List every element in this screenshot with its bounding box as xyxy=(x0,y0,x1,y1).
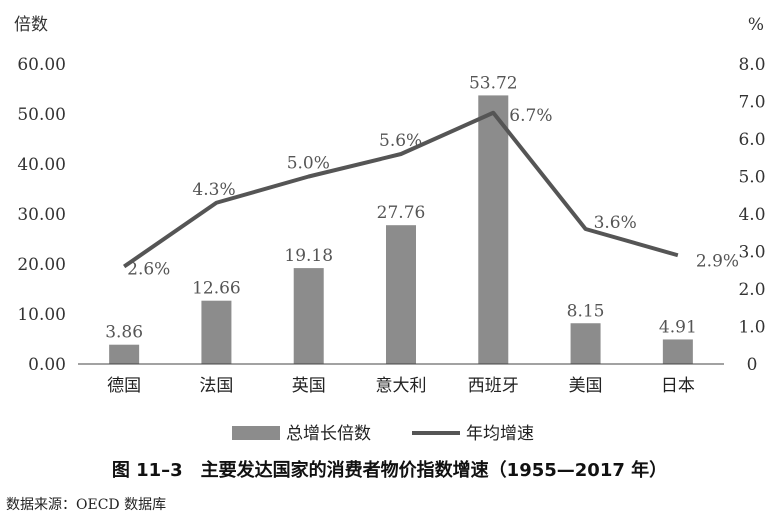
line-value-label: 4.3% xyxy=(192,180,235,200)
x-tick-label: 西班牙 xyxy=(468,376,519,396)
y-right-tick-label: 2.0 xyxy=(738,280,765,300)
legend-bar-swatch xyxy=(232,426,280,440)
bar xyxy=(293,268,324,364)
y-left-tick-label: 30.00 xyxy=(17,205,66,225)
y-left-axis-label: 倍数 xyxy=(14,15,48,35)
y-left-axis-ticks: 0.00 10.00 20.00 30.00 40.00 50.00 60.00 xyxy=(17,55,66,375)
bar-value-label: 19.18 xyxy=(284,246,333,266)
bar xyxy=(570,323,601,364)
line-value-label: 6.7% xyxy=(509,106,552,126)
y-left-tick-label: 20.00 xyxy=(17,255,66,275)
y-right-tick-label: 7.0 xyxy=(738,93,765,113)
bar-value-label: 8.15 xyxy=(567,301,605,321)
y-left-tick-label: 60.00 xyxy=(17,55,66,75)
y-right-tick-label: 4.0 xyxy=(738,205,765,225)
x-tick-label: 英国 xyxy=(292,376,326,396)
bar xyxy=(478,95,509,365)
figure-caption: 图 11–3 主要发达国家的消费者物价指数增速（1955—2017 年） xyxy=(111,460,668,481)
bar xyxy=(386,225,416,364)
y-right-tick-label: 3.0 xyxy=(738,243,765,263)
line-value-label: 2.6% xyxy=(127,260,170,280)
x-tick-label: 法国 xyxy=(199,376,233,396)
bar-value-label: 3.86 xyxy=(105,323,143,343)
legend-bar-label: 总增长倍数 xyxy=(286,424,371,444)
y-right-tick-label: 8.0 xyxy=(738,55,765,75)
y-left-tick-label: 10.00 xyxy=(17,305,66,325)
x-tick-label: 德国 xyxy=(107,376,141,396)
bar xyxy=(109,344,140,364)
y-left-tick-label: 50.00 xyxy=(17,105,66,125)
y-left-tick-label: 0.00 xyxy=(28,355,66,375)
bar xyxy=(201,300,232,364)
line-value-label: 5.0% xyxy=(287,154,330,174)
x-axis-tick-labels: 德国 法国 英国 意大利 西班牙 美国 日本 xyxy=(107,376,695,396)
bar-value-label: 12.66 xyxy=(192,279,241,299)
y-right-axis-label: % xyxy=(748,15,764,35)
x-tick-label: 日本 xyxy=(661,376,695,396)
y-right-tick-label: 1.0 xyxy=(738,318,765,338)
bar-value-label: 27.76 xyxy=(377,203,426,223)
bar-value-label: 4.91 xyxy=(659,317,697,337)
line-data-labels: 2.6% 4.3% 5.0% 5.6% 6.7% 3.6% 2.9% xyxy=(127,106,739,280)
line-value-label: 5.6% xyxy=(379,131,422,151)
bar-data-labels: 3.86 12.66 19.18 27.76 53.72 8.15 4.91 xyxy=(105,73,697,342)
y-left-tick-label: 40.00 xyxy=(17,155,66,175)
x-tick-label: 意大利 xyxy=(376,376,427,396)
legend-line-label: 年均增速 xyxy=(466,424,534,444)
y-right-axis-ticks: 0 1.0 2.0 3.0 4.0 5.0 6.0 7.0 8.0 xyxy=(738,55,765,375)
y-right-tick-label: 5.0 xyxy=(738,168,765,188)
line-value-label: 3.6% xyxy=(594,213,637,233)
bar-series xyxy=(109,95,693,365)
line-series xyxy=(123,110,679,269)
data-source-note: 数据来源：OECD 数据库 xyxy=(6,497,167,513)
combo-chart: 倍数 % 0.0010.0020.0030.0040.0050.0060.00 … xyxy=(14,15,766,444)
bar-value-label: 53.72 xyxy=(469,73,518,93)
y-right-tick-label: 0 xyxy=(747,355,758,375)
line-value-label: 2.9% xyxy=(696,251,739,271)
bar xyxy=(662,339,693,364)
y-right-tick-label: 6.0 xyxy=(738,130,765,150)
legend: 总增长倍数 年均增速 xyxy=(232,424,534,444)
x-tick-label: 美国 xyxy=(569,376,603,396)
